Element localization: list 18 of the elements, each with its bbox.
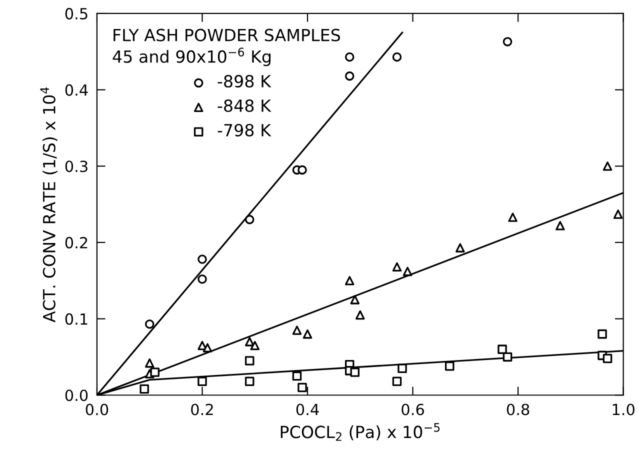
y-tick-label: 0.0 [65,390,88,402]
y-tick-label: 0.1 [65,313,88,325]
y-tick-label: 0.2 [65,236,88,248]
x-tick-label: 0.6 [402,404,424,416]
x-tick-label: 0.4 [296,404,319,416]
y-tick-label: 0.5 [65,8,88,20]
legend-label: -798 K [218,124,272,136]
legend-label: -848 K [218,99,272,112]
y-axis-title: ACT. CONV RATE (1/S) x 10$^{4}$ [40,87,58,322]
legend-label: -898 K [218,74,272,88]
y-tick-label: 0.3 [65,160,88,172]
x-tick-label: 0.0 [86,404,108,416]
x-tick-label: 0.8 [506,404,530,416]
x-tick-label: 1.0 [612,404,634,416]
x-tick-label: 0.2 [191,404,213,416]
y-tick-label: 0.4 [65,84,88,96]
x-axis-title: PCOCL$_{2}$ (Pa) x 10$^{−5}$ [280,423,440,441]
legend-title: FLY ASH POWDER SAMPLES 45 and 90x10$^{−6}$ Kg [112,28,340,66]
